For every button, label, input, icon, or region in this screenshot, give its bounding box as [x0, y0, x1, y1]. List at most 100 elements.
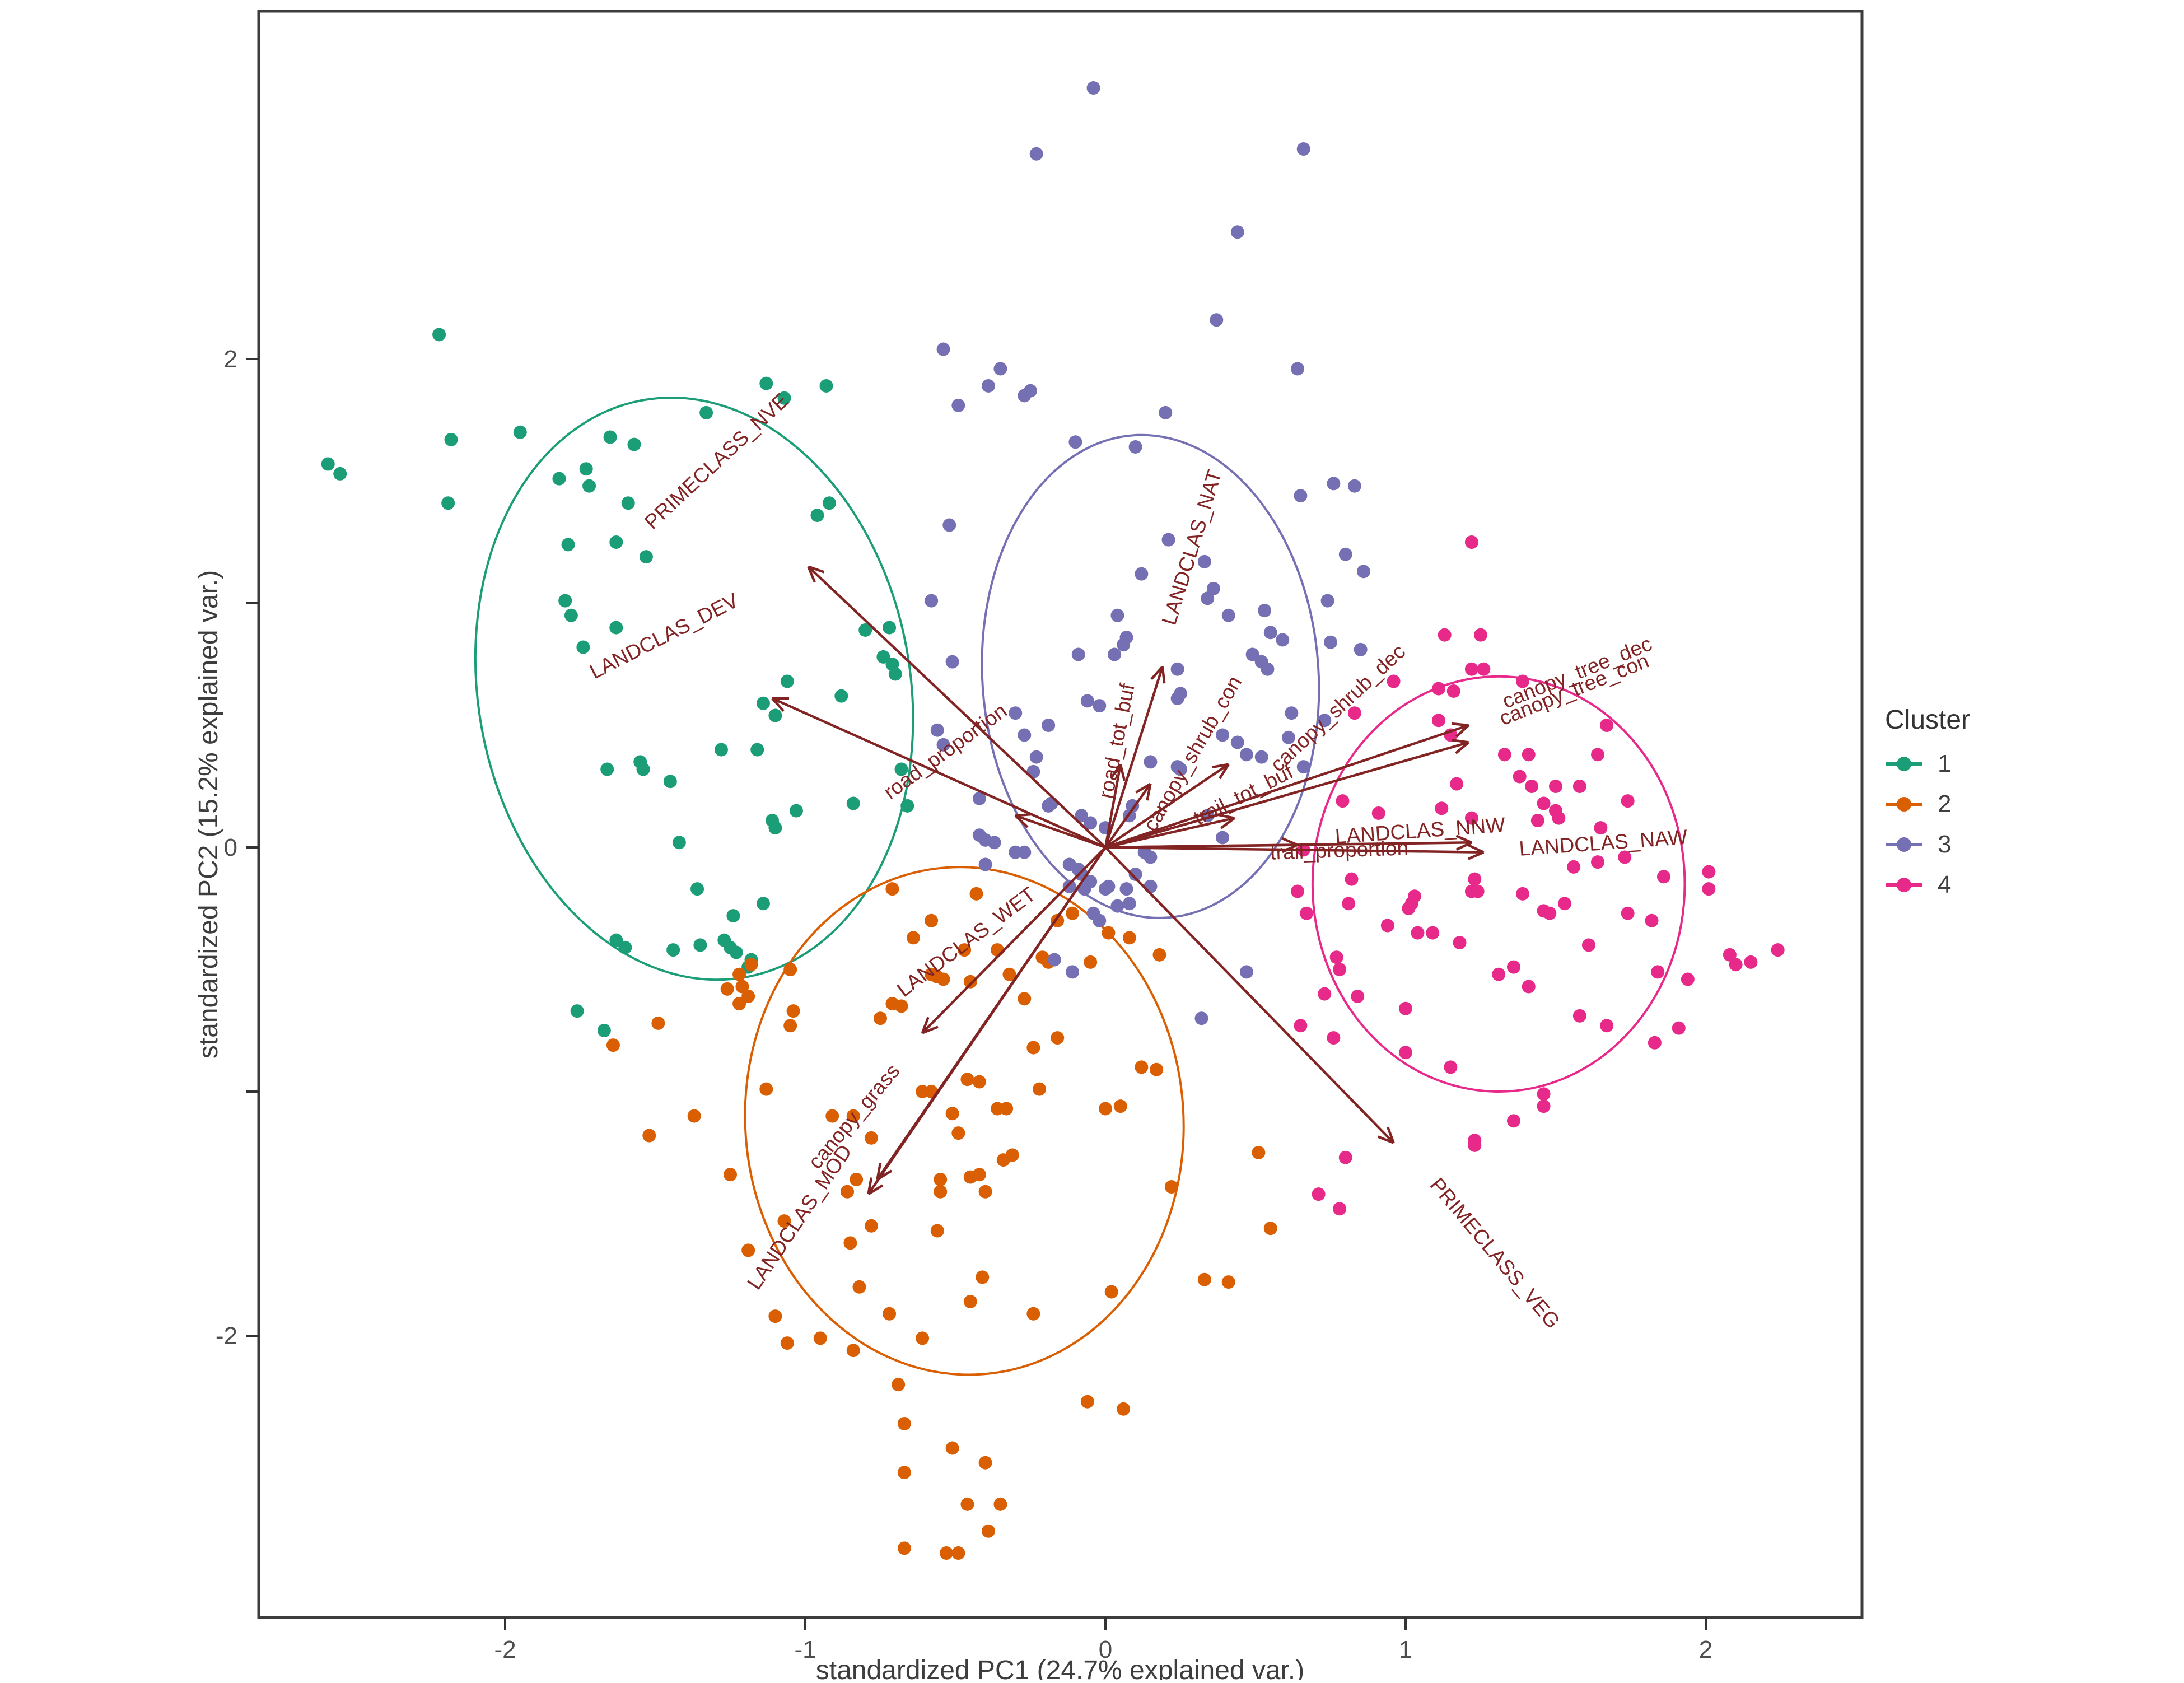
data-point-cluster-2 [898, 1417, 911, 1430]
data-point-cluster-4 [1432, 682, 1445, 696]
data-point-cluster-4 [1591, 748, 1604, 761]
data-point-cluster-3 [1297, 142, 1310, 156]
data-point-cluster-4 [1492, 968, 1505, 981]
legend-title: Cluster [1885, 705, 1970, 735]
data-point-cluster-2 [1084, 955, 1097, 969]
data-point-cluster-2 [688, 1109, 701, 1123]
data-point-cluster-2 [783, 963, 797, 976]
data-point-cluster-2 [745, 958, 758, 971]
data-point-cluster-4 [1537, 1099, 1551, 1113]
data-point-cluster-2 [940, 1546, 953, 1560]
data-point-cluster-3 [1354, 643, 1368, 656]
data-point-cluster-3 [982, 379, 995, 393]
data-point-cluster-1 [580, 462, 593, 475]
loading-arrowhead [1015, 814, 1032, 815]
data-point-cluster-1 [757, 697, 770, 710]
data-point-cluster-3 [1087, 81, 1100, 95]
legend-key-icon [1885, 756, 1923, 772]
data-point-cluster-3 [1066, 965, 1079, 978]
data-point-cluster-2 [993, 1498, 1007, 1511]
data-point-cluster-2 [732, 997, 746, 1010]
data-point-cluster-3 [925, 594, 938, 608]
data-point-cluster-1 [576, 640, 590, 654]
data-point-cluster-3 [1327, 477, 1340, 490]
data-point-cluster-3 [1135, 567, 1148, 581]
data-point-cluster-1 [333, 467, 347, 481]
data-point-cluster-3 [1120, 882, 1133, 896]
x-tick-label: 1 [1399, 1636, 1412, 1663]
data-point-cluster-4 [1342, 897, 1355, 910]
data-point-cluster-4 [1702, 882, 1715, 896]
data-point-cluster-4 [1435, 801, 1448, 815]
data-point-cluster-3 [1108, 648, 1121, 661]
data-point-cluster-2 [814, 1331, 827, 1345]
data-point-cluster-1 [790, 804, 803, 818]
data-point-cluster-3 [1093, 699, 1106, 712]
data-point-cluster-3 [1129, 440, 1142, 454]
data-point-cluster-1 [715, 743, 728, 757]
data-point-cluster-3 [1018, 728, 1031, 742]
data-point-cluster-2 [865, 1219, 878, 1233]
data-point-cluster-3 [1222, 609, 1235, 622]
data-point-cluster-4 [1387, 675, 1401, 688]
data-point-cluster-1 [699, 406, 713, 419]
data-point-cluster-2 [898, 1466, 911, 1479]
legend-item-3: 3 [1885, 832, 1970, 857]
legend-item-label: 2 [1938, 790, 1951, 818]
data-point-cluster-4 [1444, 1060, 1457, 1074]
data-point-cluster-4 [1318, 987, 1331, 1001]
data-point-cluster-2 [964, 975, 977, 989]
data-point-cluster-3 [1297, 760, 1310, 773]
data-point-cluster-4 [1465, 663, 1478, 676]
data-point-cluster-4 [1537, 797, 1551, 810]
data-point-cluster-2 [741, 1243, 755, 1257]
data-point-cluster-4 [1516, 887, 1529, 901]
data-point-cluster-3 [937, 343, 950, 356]
data-point-cluster-2 [1150, 1063, 1163, 1076]
data-point-cluster-4 [1513, 770, 1527, 784]
data-point-cluster-4 [1600, 719, 1613, 732]
data-point-cluster-2 [852, 1280, 866, 1294]
data-point-cluster-4 [1339, 1151, 1352, 1164]
data-point-cluster-4 [1552, 812, 1565, 825]
data-point-cluster-2 [1135, 1060, 1148, 1074]
data-point-cluster-4 [1573, 780, 1586, 793]
data-point-cluster-4 [1531, 814, 1544, 827]
data-point-cluster-4 [1582, 938, 1595, 952]
data-point-cluster-2 [951, 1126, 965, 1140]
data-point-cluster-4 [1651, 965, 1664, 978]
data-point-cluster-4 [1525, 780, 1538, 793]
data-point-cluster-4 [1507, 1114, 1520, 1127]
data-point-cluster-2 [883, 1307, 896, 1321]
data-point-cluster-3 [1110, 609, 1124, 622]
data-point-cluster-3 [1264, 626, 1277, 639]
data-point-cluster-1 [810, 509, 824, 522]
data-point-cluster-2 [991, 943, 1004, 957]
data-point-cluster-2 [768, 1309, 782, 1323]
data-point-cluster-3 [1285, 706, 1298, 720]
data-point-cluster-3 [931, 724, 944, 737]
plot-panel [259, 11, 1862, 1617]
data-point-cluster-2 [970, 887, 983, 901]
data-point-cluster-1 [768, 821, 782, 834]
legend-item-label: 3 [1938, 831, 1951, 859]
data-point-cluster-3 [1144, 880, 1157, 893]
data-point-cluster-2 [892, 1378, 905, 1391]
data-point-cluster-3 [1042, 719, 1055, 732]
data-point-cluster-3 [942, 518, 956, 532]
data-point-cluster-3 [1240, 965, 1253, 978]
data-point-cluster-4 [1744, 955, 1757, 969]
data-point-cluster-1 [582, 479, 596, 493]
data-point-cluster-2 [732, 968, 746, 981]
data-point-cluster-4 [1336, 794, 1349, 808]
data-point-cluster-2 [1198, 1273, 1211, 1286]
data-point-cluster-4 [1522, 748, 1536, 761]
data-point-cluster-3 [1231, 225, 1244, 239]
data-point-cluster-2 [787, 1004, 800, 1018]
data-point-cluster-2 [759, 1083, 773, 1096]
data-point-cluster-1 [571, 1004, 584, 1018]
data-point-cluster-4 [1645, 914, 1659, 927]
data-point-cluster-4 [1558, 897, 1571, 910]
data-point-cluster-3 [1294, 489, 1307, 502]
data-point-cluster-4 [1771, 943, 1785, 957]
